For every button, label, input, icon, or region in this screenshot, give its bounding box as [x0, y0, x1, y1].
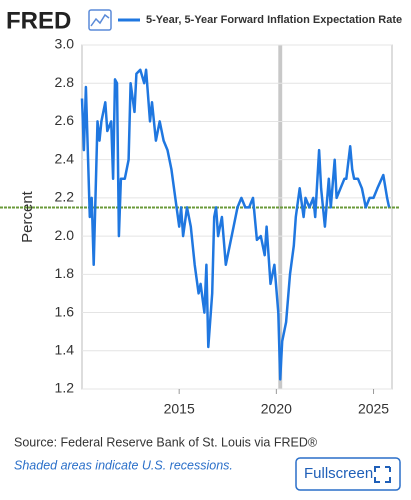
logo-icon: [88, 9, 112, 31]
source: Source: Federal Reserve Bank of St. Loui…: [14, 435, 318, 449]
y-tick-label: 2.2: [55, 189, 75, 205]
recession-note: Shaded areas indicate U.S. recessions.: [14, 458, 233, 472]
y-tick-label: 2.0: [55, 227, 75, 243]
y-tick-label: 2.6: [55, 112, 75, 128]
fullscreen-button[interactable]: Fullscreen: [295, 457, 401, 491]
y-tick-label: 2.8: [55, 74, 75, 90]
y-axis-label: Percent: [19, 190, 36, 243]
y-tick-label: 1.6: [55, 303, 75, 319]
logo: FRED: [6, 7, 71, 34]
x-tick-label: 2025: [358, 401, 389, 417]
x-tick-label: 2020: [261, 401, 292, 417]
y-tick-label: 1.2: [55, 380, 75, 396]
y-tick-label: 2.4: [55, 150, 75, 166]
fullscreen-label[interactable]: Fullscreen: [304, 465, 373, 482]
series-line: [80, 68, 391, 381]
x-tick-label: 2015: [164, 401, 195, 417]
y-tick-label: 3.0: [55, 36, 75, 52]
y-tick-label: 1.8: [55, 265, 75, 281]
legend-label: 5-Year, 5-Year Forward Inflation Expecta…: [146, 14, 402, 26]
recession-band: [278, 45, 283, 389]
y-tick-label: 1.4: [55, 341, 75, 357]
plot-background: [81, 44, 393, 390]
